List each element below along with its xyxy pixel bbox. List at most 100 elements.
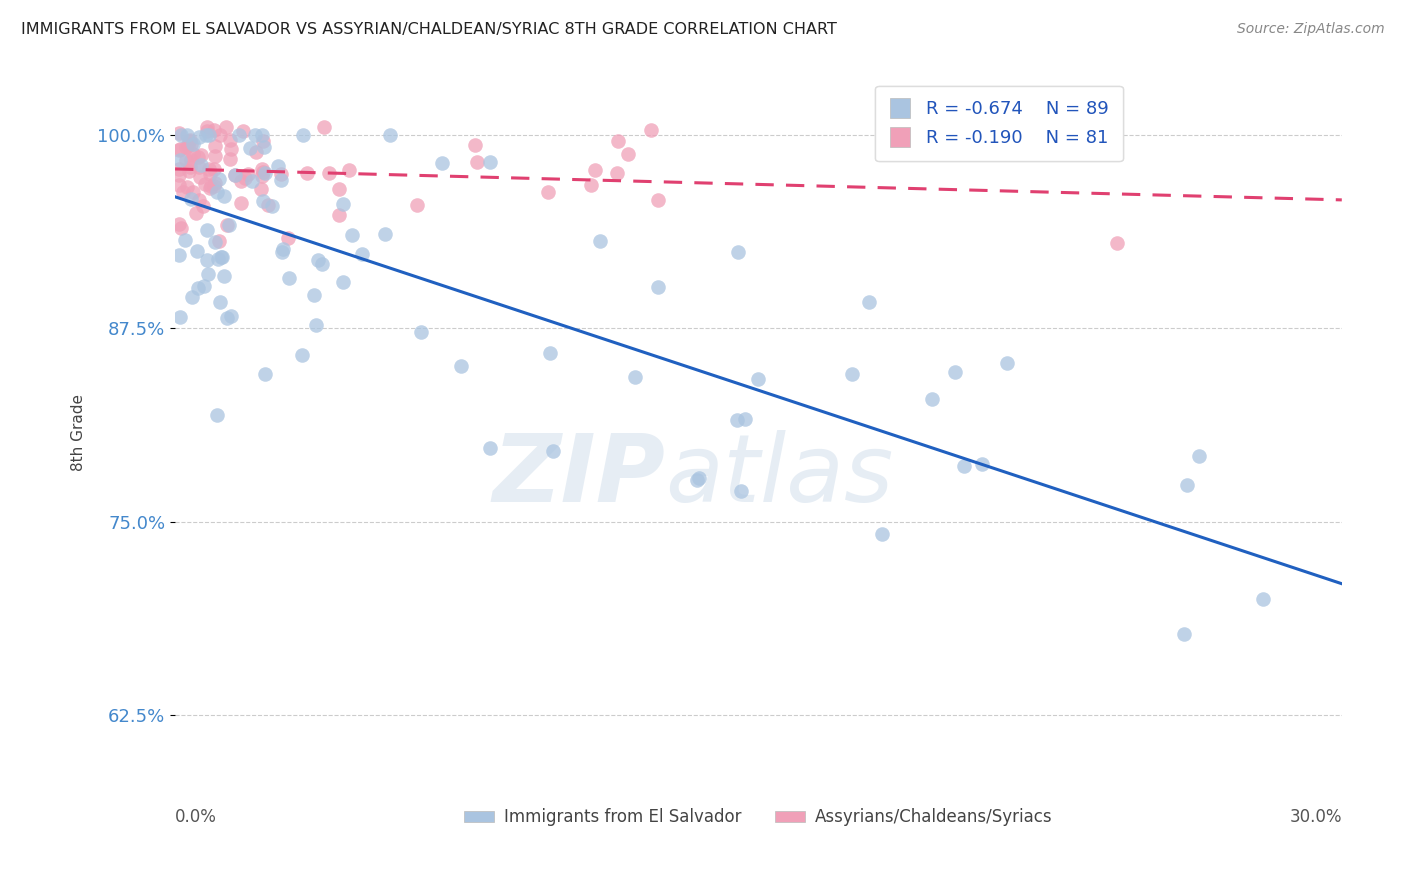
Point [209,250,232,264]
Point [215,310,238,325]
Point [537,185,560,199]
Point [256,198,278,212]
Point [170,221,193,235]
Point [195,120,218,135]
Point [302,288,325,302]
Point [252,162,274,177]
Point [291,128,314,142]
Point [179,133,201,147]
Point [169,153,191,167]
Point [167,178,190,193]
Point [342,228,364,243]
Point [262,198,284,212]
Point [997,356,1019,370]
Point [176,180,198,194]
Point [1188,449,1211,463]
Point [167,248,190,262]
Point [250,169,273,184]
Point [318,166,340,180]
Point [252,134,274,148]
Point [208,128,231,142]
Point [236,167,259,181]
Point [311,257,333,271]
Point [186,244,208,258]
Point [380,128,402,142]
Point [841,367,863,381]
Point [188,169,211,184]
Point [464,138,486,153]
Point [212,188,235,202]
Point [174,140,197,154]
Point [478,155,501,169]
Point [169,128,191,142]
Point [187,130,209,145]
Point [252,128,274,142]
Point [231,195,253,210]
Point [352,246,374,260]
Point [589,234,612,248]
Point [1251,592,1274,607]
Point [218,133,240,147]
Point [200,178,222,193]
Point [252,194,274,208]
Legend: Immigrants from El Salvador, Assyrians/Chaldeans/Syriacs: Immigrants from El Salvador, Assyrians/C… [456,800,1062,835]
Text: 30.0%: 30.0% [1289,808,1341,826]
Point [328,208,350,222]
Point [212,268,235,283]
Point [647,280,669,294]
Point [242,174,264,188]
Point [174,233,197,247]
Point [169,142,191,156]
Point [177,139,200,153]
Point [207,252,229,267]
Point [202,179,225,194]
Point [204,176,226,190]
Point [617,146,640,161]
Point [167,162,190,177]
Point [278,271,301,285]
Point [204,235,226,249]
Point [167,168,190,182]
Point [167,143,190,157]
Point [229,174,252,188]
Point [197,267,219,281]
Point [204,139,226,153]
Point [337,163,360,178]
Point [233,170,256,185]
Point [725,413,748,427]
Point [188,160,211,174]
Point [194,178,217,192]
Point [228,128,250,142]
Point [181,147,204,161]
Point [208,172,231,186]
Point [270,173,292,187]
Point [186,206,208,220]
Point [686,473,709,487]
Point [215,218,238,232]
Text: IMMIGRANTS FROM EL SALVADOR VS ASSYRIAN/CHALDEAN/SYRIAC 8TH GRADE CORRELATION CH: IMMIGRANTS FROM EL SALVADOR VS ASSYRIAN/… [21,22,837,37]
Point [624,369,647,384]
Point [181,185,204,199]
Point [169,126,191,140]
Point [219,309,242,323]
Point [970,457,993,471]
Point [245,145,267,160]
Point [179,164,201,178]
Point [328,182,350,196]
Point [538,346,561,360]
Point [465,154,488,169]
Point [195,223,218,237]
Text: ZIP: ZIP [492,430,665,522]
Point [314,120,336,135]
Point [734,412,756,426]
Point [218,152,240,166]
Point [727,244,749,259]
Point [266,160,288,174]
Point [197,128,219,142]
Point [198,162,221,177]
Point [180,192,202,206]
Point [224,168,246,182]
Point [249,182,271,196]
Point [197,252,219,267]
Point [277,230,299,244]
